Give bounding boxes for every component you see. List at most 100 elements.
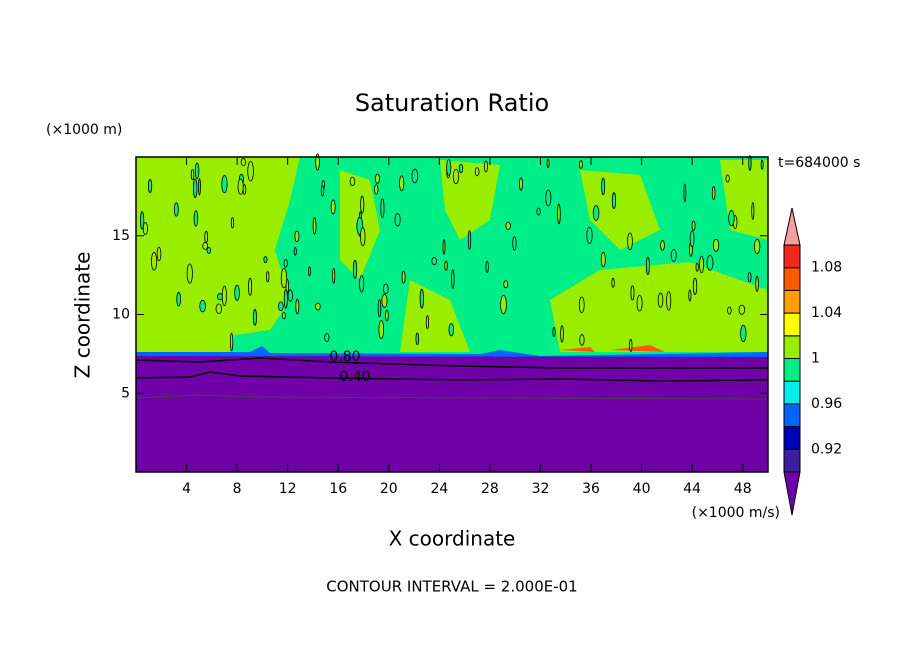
contour-speck — [728, 210, 735, 227]
contour-speck — [221, 285, 227, 307]
contour-speck — [399, 175, 405, 192]
contour-speck — [252, 309, 257, 326]
contour-speck — [385, 309, 389, 322]
contour-speck — [579, 334, 585, 346]
contour-speck — [519, 177, 523, 191]
contour-speck — [670, 249, 677, 262]
colorbar-box — [783, 358, 801, 382]
contour-speck — [467, 230, 472, 250]
colorbar-over — [783, 207, 801, 246]
colorbar-box — [783, 335, 801, 359]
contour-speck — [627, 232, 633, 251]
contour-speck — [738, 304, 746, 315]
colorbar-box — [783, 448, 801, 473]
contour-speck — [688, 289, 692, 302]
contour-speck — [442, 239, 446, 255]
contour-speck — [611, 192, 617, 209]
contour-speck — [660, 240, 665, 251]
contour-speck — [294, 230, 300, 243]
contour-speck — [458, 163, 464, 174]
contour-speck — [727, 306, 732, 315]
contour-speck — [377, 299, 382, 318]
x-label: X coordinate — [389, 527, 516, 551]
field-region — [550, 262, 768, 352]
colorbar-box — [783, 312, 801, 337]
contour-speck — [198, 178, 201, 196]
x-tick-label: 32 — [532, 481, 550, 497]
contour-speck — [375, 173, 380, 184]
contour-speck — [320, 185, 325, 197]
contour-speck — [629, 338, 633, 353]
contour-speck — [600, 251, 606, 268]
contour-speck — [287, 289, 293, 302]
contour-speck — [186, 263, 193, 284]
y-tick-label: 15 — [112, 228, 130, 244]
contour-speck — [419, 288, 424, 309]
chart-title: Saturation Ratio — [355, 89, 549, 117]
contour-speck — [751, 202, 755, 220]
x-tick-label: 28 — [481, 481, 499, 497]
contour-speck — [206, 246, 212, 254]
y-unit: (×1000 m) — [46, 122, 122, 138]
contour-speck — [230, 217, 235, 229]
contour-speck — [699, 255, 704, 274]
contour-speck — [315, 153, 320, 171]
contour-speck — [308, 266, 311, 277]
contour-speck — [349, 176, 356, 187]
x-tick-label: 16 — [329, 481, 347, 497]
contour-speck — [546, 158, 550, 169]
colorbar-label: 1 — [811, 351, 820, 367]
contour-speck — [725, 174, 730, 183]
contour-speck — [645, 256, 650, 275]
x-tick-label: 44 — [683, 481, 701, 497]
contour-speck — [753, 238, 761, 254]
contour-speck — [601, 177, 606, 196]
contour-speck — [512, 236, 517, 251]
contour-speck — [151, 252, 158, 271]
contour-speck — [234, 284, 240, 301]
colorbar-label: 0.92 — [811, 441, 842, 457]
contour-speck — [140, 211, 145, 230]
contour-label: 0.40 — [339, 369, 370, 385]
contour-field: 0.80 0.40 — [135, 153, 769, 473]
contour-speck — [315, 302, 321, 311]
contour-speck — [248, 277, 253, 296]
contour-speck — [266, 271, 270, 283]
contour-speck — [611, 277, 615, 288]
contour-speck — [193, 210, 199, 227]
x-tick-label: 4 — [182, 481, 191, 497]
contour-speck — [278, 301, 284, 312]
contour-speck — [332, 268, 336, 284]
contour-speck — [740, 324, 747, 343]
contour-speck — [630, 285, 635, 301]
contour-speck — [263, 256, 268, 264]
x-unit: (×1000 m/s) — [692, 505, 780, 521]
time-label: t=684000 s — [778, 155, 860, 171]
contour-speck — [592, 205, 600, 221]
contour-speck — [352, 259, 358, 279]
contour-speck — [500, 294, 507, 315]
contour-speck — [586, 226, 593, 244]
y-tick-label: 10 — [112, 307, 130, 323]
field-region — [136, 356, 768, 472]
colorbar-label: 1.08 — [811, 260, 842, 276]
contour-speck — [706, 254, 714, 271]
field-region — [580, 170, 660, 250]
contour-speck — [359, 275, 365, 293]
contour-speck — [394, 213, 401, 227]
contour-speck — [401, 270, 406, 284]
contour-speck — [431, 257, 437, 266]
contour-speck — [176, 291, 181, 307]
contour-speck — [190, 169, 195, 181]
contour-speck — [378, 320, 385, 340]
contour-speck — [312, 217, 317, 235]
contour-speck — [282, 311, 286, 320]
contour-line — [135, 394, 769, 400]
contour-speck — [448, 323, 455, 337]
colorbar-box — [783, 267, 801, 291]
contour-speck — [536, 207, 541, 216]
contour-speck — [283, 258, 288, 268]
contour-speck — [193, 178, 198, 199]
contour-speck — [760, 159, 764, 170]
